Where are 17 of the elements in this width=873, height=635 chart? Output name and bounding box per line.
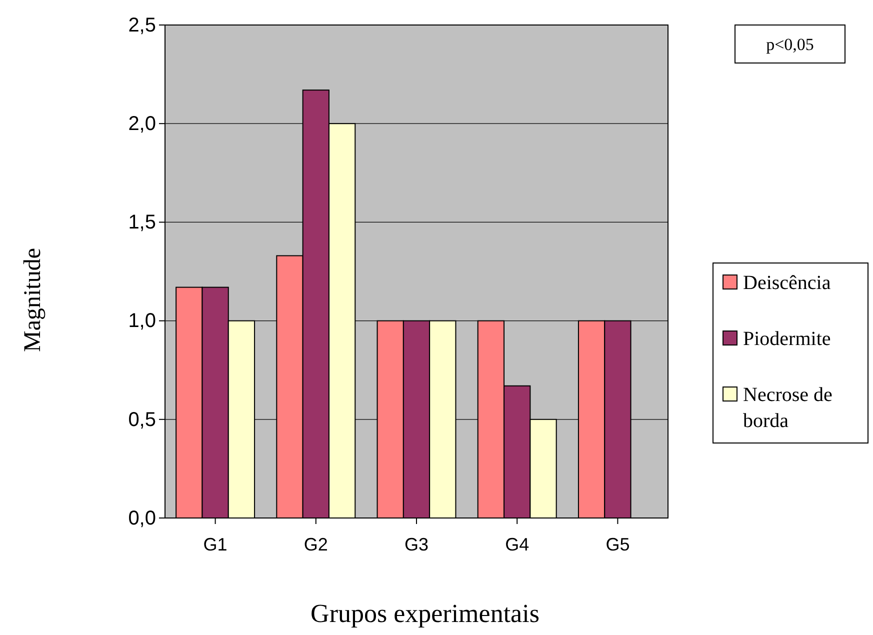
x-tick-label: G2 [304, 534, 328, 554]
y-tick-label: 1,5 [128, 212, 156, 234]
x-tick-label: G1 [203, 534, 228, 554]
x-axis-title: Grupos experimentais [310, 599, 540, 628]
legend-label: Deiscência [743, 272, 831, 294]
x-tick-label: G3 [404, 534, 429, 554]
x-tick-label: G5 [606, 534, 630, 554]
y-axis-title: Magnitude [20, 248, 46, 352]
y-tick-label: 0,0 [128, 507, 156, 530]
y-tick-label: 0,5 [128, 408, 156, 431]
legend-label: Piodermite [743, 328, 831, 350]
legend-label: Necrose de borda [743, 384, 833, 432]
text: p<0,05 [766, 35, 814, 54]
y-tick-label: 2,0 [128, 113, 156, 135]
y-tick-label: 1,0 [128, 310, 156, 332]
x-tick-label: G4 [505, 534, 530, 554]
y-tick-label: 2,5 [128, 14, 156, 36]
